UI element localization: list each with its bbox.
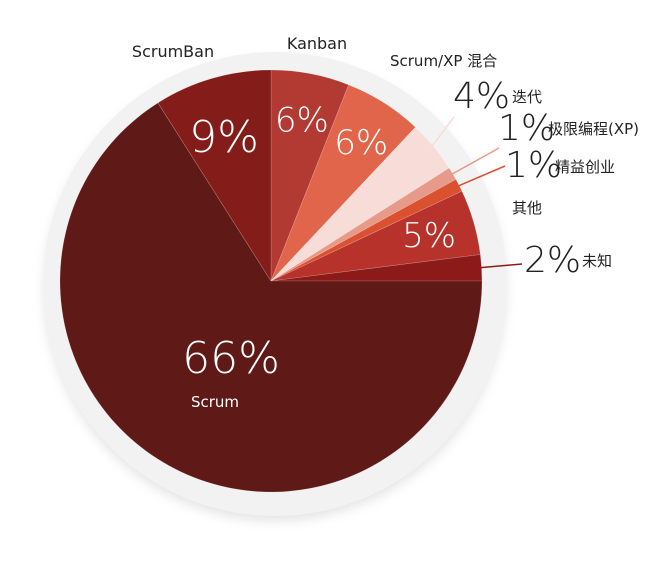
pct-label-scrum-xp-1: 6% (334, 123, 388, 163)
leader-line-4 (453, 165, 506, 189)
pie-slice-kanban-0 (270, 69, 350, 282)
category-label-item-4: 精益创业 (555, 158, 615, 176)
category-label-kanban-0: Kanban (287, 34, 347, 53)
leader-lines (428, 116, 523, 269)
pct-label-item-5: 5% (402, 216, 456, 256)
pct-label-item-4: 1% (505, 145, 562, 186)
category-label-scrumban-8: ScrumBan (132, 42, 214, 61)
pct-label-scrumban-8: 9% (189, 112, 259, 163)
category-label-item-6: 未知 (582, 252, 612, 270)
pie-slice-item-5 (270, 190, 481, 282)
pct-label-item-6: 2% (524, 240, 581, 281)
category-label-xp-3: 极限编程(XP) (548, 120, 639, 138)
leader-line-3 (446, 147, 500, 178)
leader-line-6 (475, 263, 523, 269)
pct-label-kanban-0: 6% (275, 100, 329, 140)
pie-slice-scrumban-8 (157, 69, 272, 283)
category-label-scrum-xp-1: Scrum/XP 混合 (390, 52, 497, 70)
category-label-scrum-7: Scrum (191, 393, 239, 411)
pie-slice-item-2 (270, 126, 450, 282)
pct-label-item-2: 4% (453, 76, 510, 117)
category-label-item-2: 迭代 (512, 88, 542, 106)
pct-label-scrum-7: 66% (182, 333, 280, 384)
category-label-item-5: 其他 (512, 199, 542, 217)
leader-line-2 (428, 116, 455, 151)
pie-slices (59, 69, 483, 493)
pie-slice-scrum-7 (59, 102, 483, 493)
pie-slice-scrum-xp-1 (270, 84, 416, 282)
pct-label-xp-3: 1% (498, 108, 555, 149)
